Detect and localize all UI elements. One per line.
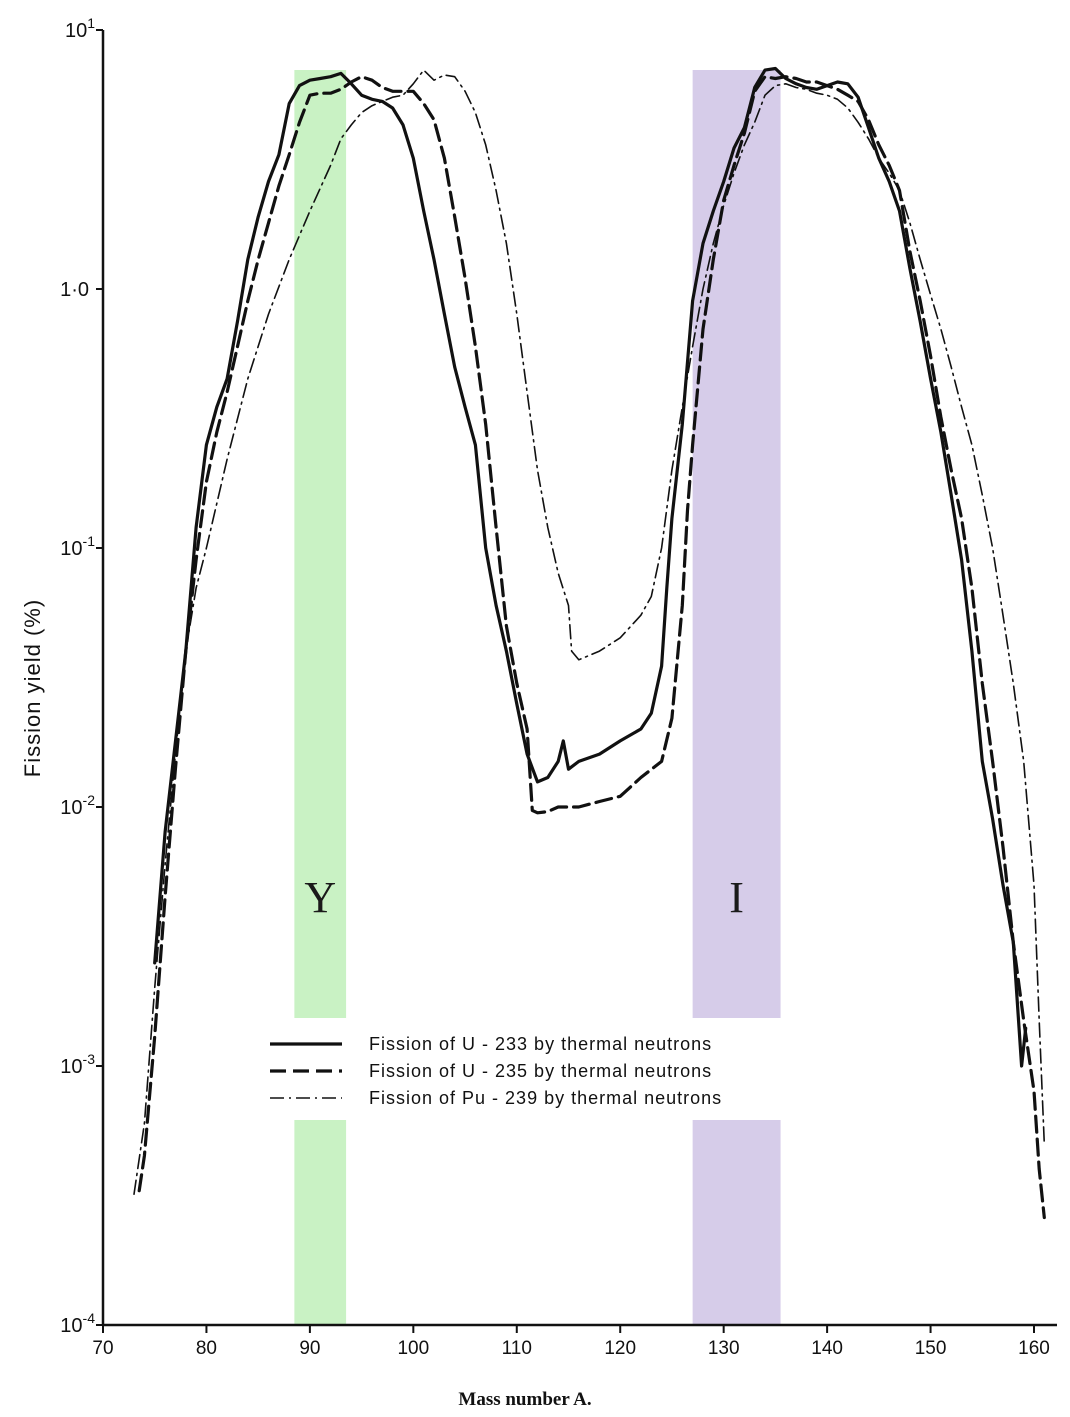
legend-label-2: Fission of U - 235 by thermal neutrons: [369, 1061, 712, 1081]
y-tick-label-1: 1·0: [60, 279, 89, 301]
legend-label-3: Fission of Pu - 239 by thermal neutrons: [369, 1088, 722, 1108]
series-line-2: [137, 75, 1046, 1220]
y-tick-label-2: 10-1: [60, 533, 95, 560]
y-tick-label-0: 101: [65, 15, 95, 42]
x-tick-label-100: 100: [397, 1338, 429, 1359]
band-label-y: Y: [304, 873, 336, 922]
band-i-lower: [692, 1120, 781, 1325]
x-tick-label-130: 130: [708, 1338, 740, 1359]
band-y-lower: [294, 1120, 347, 1325]
y-tick-label-3: 10-2: [60, 792, 95, 819]
legend: Fission of U - 233 by thermal neutrons Fi…: [270, 1034, 722, 1108]
band-label-i: I: [729, 873, 744, 922]
series-lines: [133, 66, 1046, 1220]
legend-label-1: Fission of U - 233 by thermal neutrons: [369, 1034, 712, 1054]
x-tick-label-140: 140: [811, 1338, 843, 1359]
y-axis-title: Fission yield (%): [20, 599, 45, 777]
series-line-3: [133, 69, 1046, 1195]
x-axis-title: Mass number A.: [458, 1389, 591, 1410]
x-tick-label-120: 120: [604, 1338, 636, 1359]
legend-background: [255, 1018, 815, 1120]
x-tick-label-150: 150: [915, 1338, 947, 1359]
y-tick-label-5: 10-4: [60, 1310, 95, 1337]
x-tick-label-80: 80: [196, 1338, 217, 1359]
x-tick-label-160: 160: [1018, 1338, 1050, 1359]
axes: 70 80 90 100 110 120 130 140 150 160 101 1·0 10-1 10-…: [20, 15, 1057, 1410]
x-tick-label-90: 90: [299, 1338, 320, 1359]
band-y-upper: [294, 70, 347, 1018]
highlight-bands: [294, 70, 781, 1325]
series-line-1: [153, 66, 1028, 1068]
x-tick-label-70: 70: [92, 1338, 113, 1359]
x-tick-label-110: 110: [502, 1338, 532, 1359]
y-tick-label-4: 10-3: [60, 1051, 95, 1078]
